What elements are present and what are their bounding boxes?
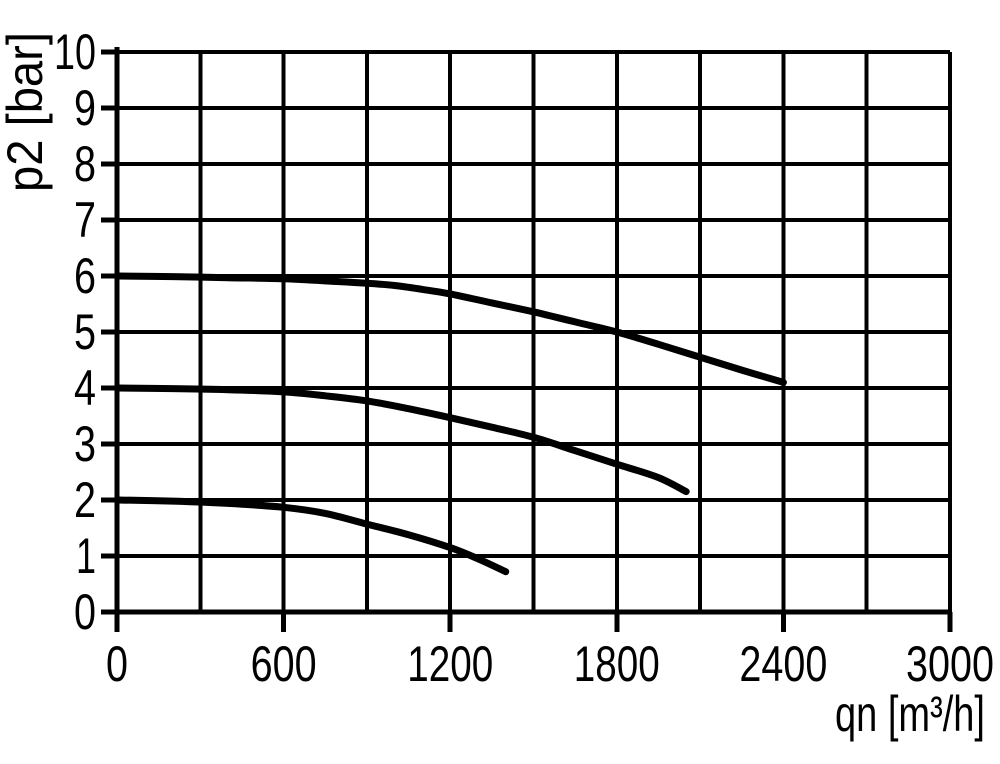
x-tick-label: 1200 — [407, 636, 493, 692]
grid-lines — [115, 50, 952, 614]
x-tick-label: 0 — [106, 636, 128, 692]
y-tick-label: 0 — [74, 584, 96, 640]
axes — [101, 47, 950, 632]
y-tick-label: 5 — [74, 304, 96, 360]
performance-curves — [113, 272, 787, 576]
y-tick-label: 2 — [74, 472, 96, 528]
x-tick-label: 1800 — [574, 636, 660, 692]
y-tick-label: 3 — [74, 416, 96, 472]
y-tick-label: 8 — [74, 136, 96, 192]
y-tick-label: 7 — [74, 192, 96, 248]
x-tick-label: 2400 — [739, 636, 827, 692]
curve-inlet-2bar — [113, 496, 510, 576]
y-tick-label: 4 — [74, 360, 96, 416]
y-tick-label: 6 — [74, 248, 96, 304]
x-tick-label: 3000 — [906, 636, 994, 692]
y-axis-title: p2 [bar] — [0, 32, 53, 192]
y-tick-label: 1 — [76, 528, 96, 584]
x-axis-title: qn [m³/h] — [835, 686, 985, 742]
x-tick-label: 600 — [251, 636, 317, 692]
curve-inlet-4bar — [113, 384, 690, 496]
y-tick-label: 10 — [54, 24, 96, 80]
y-tick-label: 9 — [74, 80, 96, 136]
tick-marks — [101, 49, 953, 632]
curve-inlet-6bar — [113, 272, 787, 386]
x-tick-labels: 0 600 1200 1800 2400 3000 — [106, 636, 994, 692]
